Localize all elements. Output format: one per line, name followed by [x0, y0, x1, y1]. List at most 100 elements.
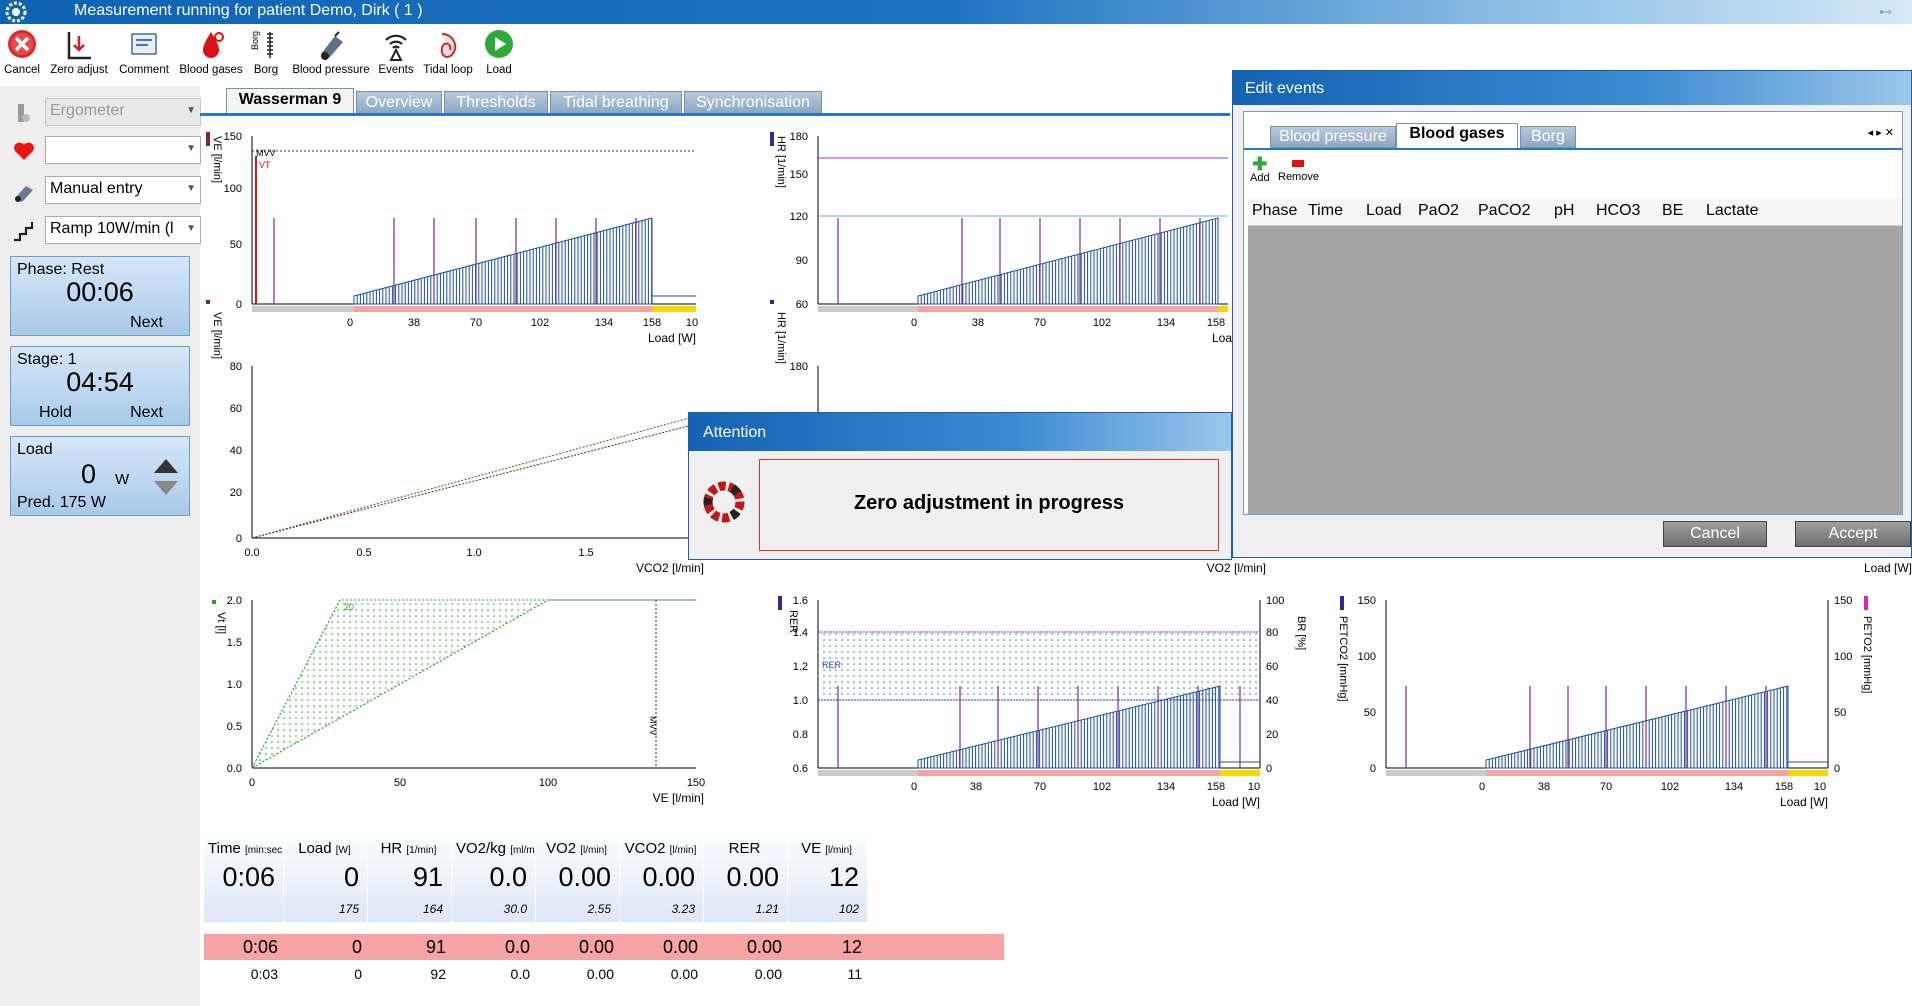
svg-text:0: 0: [911, 781, 917, 793]
chart-ve-load: VE [l/min] 150 100 50 0 MVV VT 0 38 70 102…: [206, 131, 698, 345]
metric-header: VCO2 [l/min]: [624, 840, 697, 857]
svg-text:60: 60: [796, 299, 808, 311]
stage-caption: Stage: 1: [17, 351, 77, 368]
svg-text:180: 180: [790, 361, 808, 373]
svg-text:150: 150: [1358, 595, 1376, 607]
load-caption: Load: [17, 441, 53, 458]
svg-text:Load [W]: Load [W]: [648, 331, 696, 345]
svg-text:HR [1/min]: HR [1/min]: [775, 312, 787, 364]
metric-header: RER: [728, 840, 761, 857]
zero-adjust-button[interactable]: Zero adjust: [48, 28, 110, 76]
chart-vt-ve: Vt [l] 2.0 1.5 1.0 0.5 0.0 20 MVV 0 50 100 1…: [212, 595, 705, 805]
charts-area: VE [l/min] 150 100 50 0 MVV VT 0 38 70 102…: [204, 116, 1912, 826]
protocol-row: Ramp 10W/min (l ▼: [10, 216, 201, 246]
attention-title: Attention: [689, 413, 1231, 451]
svg-text:0: 0: [1479, 781, 1485, 793]
tidal-loop-button[interactable]: Tidal loop: [420, 28, 476, 76]
svg-text:PETO2 [mmHg]: PETO2 [mmHg]: [1861, 616, 1873, 693]
blood-gases-grid[interactable]: Phase Time Load PaO2 PaCO2 pH HCO3 BE La…: [1248, 198, 1902, 514]
svg-text:158: 158: [643, 317, 661, 329]
protocol-select[interactable]: Ramp 10W/min (l ▼: [45, 216, 201, 244]
row2-cell: 0.00: [754, 966, 782, 982]
svg-text:Borg: Borg: [250, 31, 260, 50]
edit-tab-underline: [1244, 148, 1902, 150]
row2-cell: 0.00: [670, 966, 698, 982]
marker-select[interactable]: ▼: [45, 136, 201, 164]
metric-predicted: 30.0: [503, 902, 527, 916]
stage-next-button[interactable]: Next: [130, 404, 163, 421]
svg-text:BR [%]: BR [%]: [1295, 616, 1307, 650]
svg-text:134: 134: [1725, 781, 1743, 793]
cancel-dialog-button[interactable]: Cancel: [1663, 521, 1767, 547]
metric-predicted: 1.21: [755, 902, 779, 916]
metric-load: Load [W] 0 175: [284, 826, 368, 922]
metric-value: 0.00: [642, 862, 695, 892]
phase-panel: Phase: Rest 00:06 Next: [10, 256, 190, 336]
load-up-down-arrows-icon[interactable]: [151, 457, 181, 497]
tab-blood-gases[interactable]: Blood gases: [1396, 123, 1518, 148]
cancel-button[interactable]: Cancel: [2, 28, 42, 76]
tab-overview[interactable]: Overview: [356, 91, 442, 114]
svg-text:1.0: 1.0: [227, 679, 242, 691]
tab-wasserman-9[interactable]: Wasserman 9: [226, 88, 354, 114]
metric-predicted: 102: [838, 902, 859, 916]
blood-pressure-button[interactable]: Blood pressure: [290, 28, 372, 76]
metric-value: 12: [828, 862, 859, 892]
svg-text:VE [l/min]: VE [l/min]: [653, 791, 704, 805]
svg-text:0: 0: [236, 299, 242, 311]
svg-text:50: 50: [1364, 707, 1376, 719]
edit-events-panel: Blood pressure Blood gases Borg ◂ ▸ ✕ ✚ …: [1243, 111, 1903, 515]
row1-cell: 0.0: [504, 937, 530, 957]
load-button[interactable]: Load: [482, 28, 516, 76]
current-values-row: 0:06 0 91 0.0 0.00 0.00 0.00 12: [204, 934, 1004, 960]
edit-events-title: Edit events: [1233, 71, 1911, 105]
attention-dialog: Attention Zero adjustment in progress: [688, 412, 1232, 560]
phase-caption: Phase: Rest: [17, 261, 105, 278]
stage-hold-button[interactable]: Hold: [39, 404, 72, 421]
row1-cell: 0.00: [578, 937, 614, 957]
svg-text:0.0: 0.0: [227, 763, 242, 775]
add-event-button[interactable]: ✚ Add: [1250, 154, 1270, 184]
tab-borg[interactable]: Borg: [1520, 126, 1576, 148]
tab-tidal-breathing[interactable]: Tidal breathing: [550, 91, 682, 114]
svg-text:0.0: 0.0: [244, 547, 259, 559]
charts-svg: VE [l/min] 150 100 50 0 MVV VT 0 38 70 102…: [206, 131, 1912, 809]
metric-header: Load [W]: [298, 840, 351, 857]
remove-event-button[interactable]: Remove: [1278, 156, 1319, 183]
svg-text:0: 0: [911, 317, 917, 329]
svg-text:70: 70: [1034, 781, 1046, 793]
attention-message: Zero adjustment in progress: [759, 459, 1219, 551]
svg-text:120: 120: [790, 211, 808, 223]
device-select[interactable]: Ergometer ▼: [45, 98, 201, 126]
data-table: Time [min:sec 0:06 Load [W] 0 175 HR [1/min] 9…: [204, 826, 1004, 1006]
svg-text:1.5: 1.5: [578, 547, 593, 559]
plug-icon: ⊷: [1879, 4, 1892, 19]
svg-text:102: 102: [1661, 781, 1679, 793]
events-button[interactable]: Events: [376, 28, 416, 76]
blood-gases-button[interactable]: Blood gases: [178, 28, 244, 76]
stage-time: 04:54: [66, 367, 134, 397]
left-panel: Ergometer ▼ ▼ Manual entry ▼ Ramp 10W/min …: [0, 86, 201, 1006]
tab-thresholds[interactable]: Thresholds: [444, 91, 548, 114]
svg-text:38: 38: [972, 317, 984, 329]
accept-dialog-button[interactable]: Accept: [1795, 521, 1911, 547]
chart-ve-vco2: VE [l/min] 80 60 40 20 0 0.0 0.5 1.0 1.5 VCO…: [206, 300, 705, 575]
svg-text:50: 50: [394, 777, 406, 789]
row1-cell: 0:06: [242, 937, 278, 957]
phase-next-button[interactable]: Next: [130, 314, 163, 331]
load-panel: Load 0 W Pred. 175 W: [10, 436, 190, 516]
comment-button[interactable]: Comment: [116, 28, 172, 76]
svg-text:102: 102: [531, 317, 549, 329]
entry-mode-select[interactable]: Manual entry ▼: [45, 176, 201, 204]
svg-text:0: 0: [347, 317, 353, 329]
svg-text:10: 10: [1248, 781, 1260, 793]
svg-text:20: 20: [1266, 729, 1278, 741]
edit-events-dialog: Edit events Blood pressure Blood gases B…: [1232, 70, 1912, 558]
tab-blood-pressure[interactable]: Blood pressure: [1270, 126, 1396, 148]
row2-cell: 0.00: [586, 966, 614, 982]
ergometer-icon: [18, 104, 30, 122]
tab-scroll-arrows-icon[interactable]: ◂ ▸ ✕: [1867, 127, 1894, 139]
tab-synchronisation[interactable]: Synchronisation: [684, 91, 822, 114]
borg-button[interactable]: Borg Borg: [250, 28, 282, 76]
metric-predicted: 3.23: [671, 902, 695, 916]
